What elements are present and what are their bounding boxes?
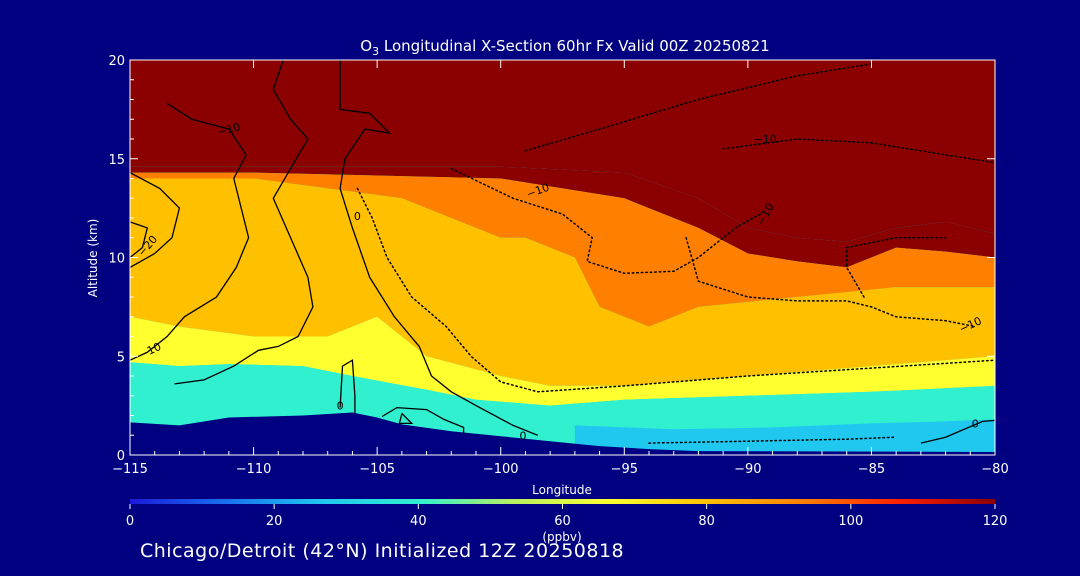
colorbar-tick-label: 60	[554, 514, 571, 529]
contour-label: 0	[972, 417, 979, 430]
colorbar-tick-label: 80	[698, 514, 715, 529]
x-tick-label: −95	[611, 462, 638, 477]
colorbar	[130, 499, 995, 504]
terrain-layer	[130, 412, 995, 455]
concentration-fill-layer	[130, 60, 995, 455]
contour-line-dotted	[356, 187, 995, 393]
y-axis-label: Altitude (km)	[86, 219, 100, 298]
fill-stratosphere-top	[130, 60, 995, 242]
x-axis-label: Longitude	[532, 483, 592, 497]
contour-line-solid	[920, 419, 995, 444]
contour-line-dotted	[524, 63, 873, 152]
colorbar-tick-label: 100	[838, 514, 863, 529]
contour-label: −10	[754, 133, 777, 146]
y-tick-label: 5	[117, 350, 125, 365]
contour-layer	[130, 60, 995, 444]
x-tick-label: −110	[236, 462, 272, 477]
contour-label: 0	[519, 429, 526, 442]
fill-lower-blue-band	[574, 419, 995, 455]
contour-label: 0	[337, 400, 344, 413]
x-tick-label: −85	[858, 462, 885, 477]
x-tick-label: −105	[359, 462, 395, 477]
contour-label: 0	[354, 210, 361, 223]
contour-line-dotted	[845, 236, 947, 298]
contour-line-dotted	[722, 138, 995, 164]
contour-line-dotted	[450, 167, 761, 275]
contour-line-solid	[174, 60, 314, 385]
contour-line-solid	[130, 221, 149, 259]
fill-yellow-band	[130, 178, 995, 386]
colorbar-tick-label: 40	[410, 514, 427, 529]
y-tick-label: 10	[108, 252, 125, 267]
contour-label: −10	[216, 120, 242, 139]
y-tick-label: 20	[108, 54, 125, 69]
y-axis: 0 5 10 15 20	[108, 54, 995, 464]
y-tick-label: 0	[117, 449, 125, 464]
terrain-polygon	[130, 412, 995, 455]
chart-title: O3 Longitudinal X-Section 60hr Fx Valid …	[360, 37, 769, 58]
fill-orange-band	[130, 172, 995, 327]
colorbar-tick-label: 120	[983, 514, 1008, 529]
footer-caption: Chicago/Detroit (42°N) Initialized 12Z 2…	[140, 540, 625, 562]
contour-line-solid	[398, 413, 414, 425]
contour-line-dotted	[648, 436, 897, 444]
contour-line-dotted	[685, 236, 976, 328]
x-tick-label: −115	[112, 462, 148, 477]
y-tick-label: 15	[108, 153, 125, 168]
contour-line-solid	[339, 60, 539, 436]
colorbar-units: (ppbv)	[542, 530, 581, 544]
fill-upper-red-band	[130, 166, 995, 268]
contour-line-solid	[339, 359, 356, 414]
colorbar-tick-label: 20	[266, 514, 283, 529]
contour-line-solid	[130, 102, 250, 361]
x-tick-label: −100	[483, 462, 519, 477]
contour-line-solid	[130, 172, 181, 268]
contour-line-solid	[381, 406, 465, 436]
x-tick-label: −80	[981, 462, 1008, 477]
x-tick-label: −90	[734, 462, 761, 477]
fill-green-band	[130, 316, 995, 406]
x-axis: −115 −110 −105 −100 −95 −90 −85 −80	[112, 60, 1009, 477]
colorbar-ticks: 0 20 40 60 80 100 120	[126, 504, 1008, 529]
colorbar-tick-label: 0	[126, 514, 134, 529]
